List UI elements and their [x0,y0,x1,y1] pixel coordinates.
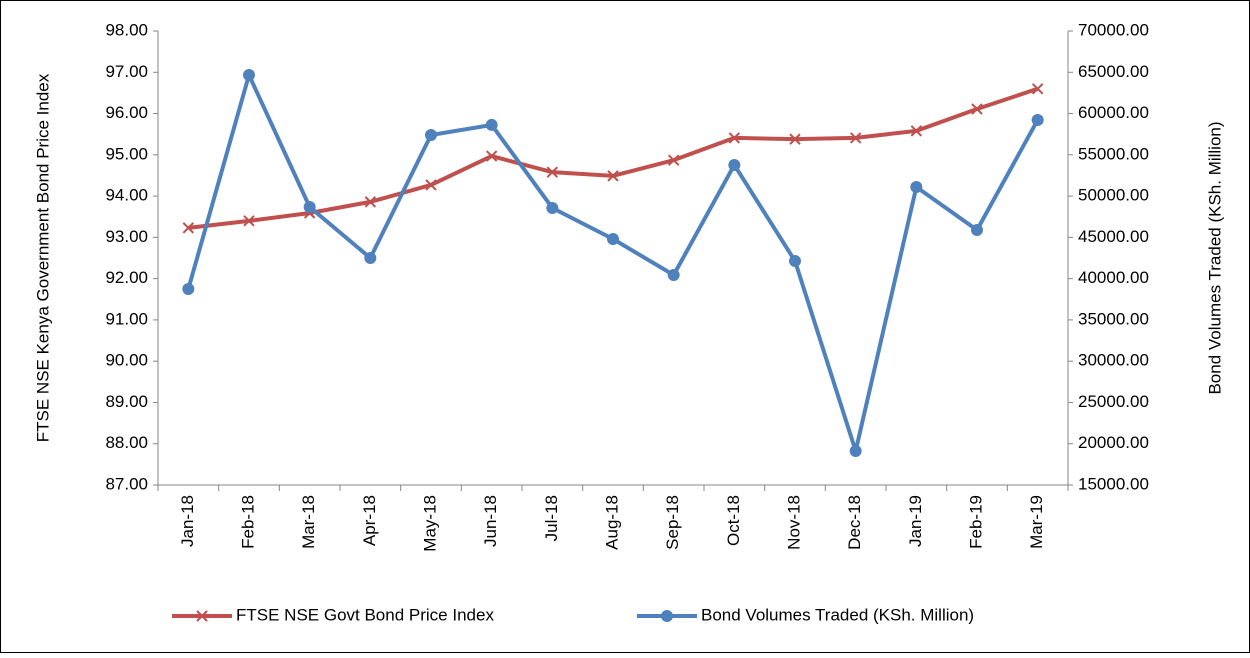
legend-label: FTSE NSE Govt Bond Price Index [236,605,494,624]
data-point [910,181,923,194]
data-point [667,269,680,282]
y2-tick-label: 50000.00 [1078,186,1149,205]
data-point [425,129,437,142]
data-point [607,170,619,182]
data-point [1031,83,1044,95]
y2-tick-label: 65000.00 [1078,62,1149,81]
data-point [485,118,498,131]
data-point [849,132,862,144]
y-tick-label: 96.00 [105,103,148,122]
y2-tick-label: 40000.00 [1078,268,1149,287]
data-point [485,150,498,162]
data-point [303,200,316,213]
x-tick-label: Feb-18 [238,495,257,549]
x-tick-label: Dec-18 [845,495,864,550]
data-point [1031,113,1044,126]
x-tick-label: May-18 [420,495,439,552]
x-tick-label: Jul-18 [542,495,561,541]
data-point [728,132,741,144]
data-point [971,103,983,115]
y2-tick-label: 25000.00 [1078,392,1149,411]
x-tick-label: Apr-18 [360,495,379,546]
y-tick-label: 91.00 [105,309,148,328]
data-point [364,196,377,208]
data-point [243,215,255,227]
y-tick-label: 92.00 [105,268,148,287]
y2-tick-label: 30000.00 [1078,351,1149,370]
y-tick-label: 87.00 [105,474,148,493]
x-tick-label: Feb-19 [966,495,985,549]
y-tick-label: 95.00 [105,144,148,163]
x-tick-label: Mar-19 [1027,495,1046,549]
x-tick-label: Aug-18 [602,495,621,550]
x-tick-label: Mar-18 [299,495,318,549]
data-point [546,201,559,214]
y2-tick-label: 70000.00 [1078,20,1149,39]
y2-tick-label: 20000.00 [1078,433,1149,452]
y2-tick-label: 55000.00 [1078,144,1149,163]
data-point [849,444,862,457]
y2-tick-label: 60000.00 [1078,103,1149,122]
data-point [243,68,255,81]
y-tick-label: 94.00 [105,186,148,205]
y2-tick-label: 15000.00 [1078,474,1149,493]
data-point [182,222,195,234]
data-point [789,133,801,145]
x-tick-label: Nov-18 [784,495,803,550]
y-tick-label: 88.00 [105,433,148,452]
y-tick-label: 97.00 [105,62,148,81]
x-tick-label: Jan-19 [906,495,925,547]
data-point [667,154,680,166]
legend-marker [661,610,673,622]
data-point [182,282,195,295]
y2-axis-title: Bond Volumes Traded (KSh. Million) [1205,121,1224,394]
data-point [607,233,619,246]
y2-tick-label: 45000.00 [1078,227,1149,246]
data-point [910,125,923,137]
y-tick-label: 98.00 [105,20,148,39]
data-point [728,158,741,171]
x-tick-label: Jan-18 [178,495,197,547]
x-tick-label: Sep-18 [663,495,682,550]
legend-label: Bond Volumes Traded (KSh. Million) [701,605,974,624]
legend-marker [196,610,208,622]
y-tick-label: 93.00 [105,227,148,246]
x-tick-label: Jun-18 [481,495,500,547]
data-point [546,166,559,178]
y-axis-title: FTSE NSE Kenya Government Bond Price Ind… [33,73,52,442]
data-point [789,254,801,267]
x-tick-label: Oct-18 [724,495,743,546]
data-point [971,224,983,237]
data-point [364,252,377,264]
data-point [425,179,437,191]
y2-tick-label: 35000.00 [1078,309,1149,328]
y-tick-label: 89.00 [105,392,148,411]
y-tick-label: 90.00 [105,351,148,370]
